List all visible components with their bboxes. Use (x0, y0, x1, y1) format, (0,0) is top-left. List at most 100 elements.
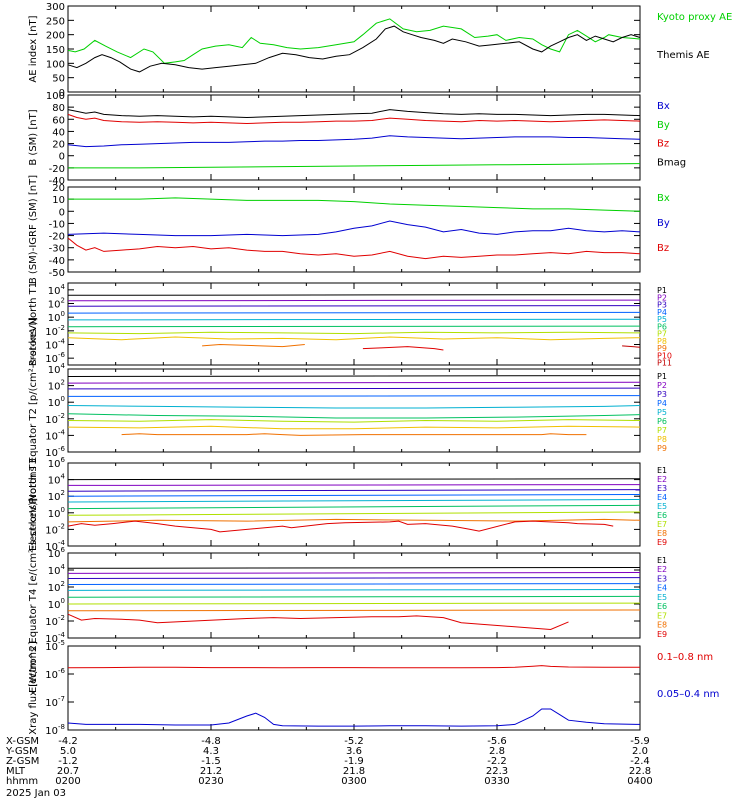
y-tick-label: 10-2 (45, 614, 65, 628)
legend-entry-p10: P10 (657, 351, 672, 360)
series-line-p9 (121, 433, 587, 436)
series-line-0-1-0-8-nm (67, 665, 640, 669)
series-line-e2 (67, 484, 641, 486)
ephemeris-value: 2.0 (632, 746, 648, 757)
ephemeris-value: 2.8 (489, 746, 505, 757)
y-axis-label: B (SM)-IGRF (SM) [nT] (28, 175, 39, 284)
legend-entry-p6: P6 (657, 322, 667, 331)
legend-entry-p4: P4 (657, 308, 667, 317)
legend-entry-e5: E5 (657, 502, 667, 511)
series-line-bx (67, 135, 641, 148)
series-line-e9 (67, 520, 614, 533)
series-line-e3 (67, 489, 641, 492)
y-axis-label: Electrons North T3 (28, 458, 39, 551)
legend-entry-by: By (657, 218, 670, 229)
legend-entry-e3: E3 (657, 574, 667, 583)
series-line-e9 (67, 613, 569, 631)
y-tick-label: 102 (48, 580, 65, 594)
series-line-e4 (67, 583, 641, 585)
legend-entry-e5: E5 (657, 593, 667, 602)
y-tick-label: -30 (49, 244, 65, 255)
legend-entry-e7: E7 (657, 611, 667, 620)
y-tick-label: 10-4 (45, 428, 65, 442)
series-line-p2 (67, 299, 641, 302)
y-tick-label: 100 (48, 597, 65, 611)
legend-entry-e9: E9 (657, 630, 667, 639)
ephemeris-value: 4.3 (203, 746, 219, 757)
ephemeris-value: -2.2 (487, 756, 507, 767)
y-tick-label: 300 (46, 2, 65, 13)
legend-entry-kyoto-proxy-ae: Kyoto proxy AE (657, 12, 732, 23)
series-line-e4 (67, 494, 641, 497)
series-line-p5 (67, 405, 641, 409)
ephemeris-row-label: MLT (6, 766, 26, 777)
y-axis-label: Xray flux [W/m^2] (28, 641, 39, 735)
ephemeris-row-label: Z-GSM (6, 756, 39, 767)
y-tick-label: 104 (48, 283, 66, 297)
legend-entry-e1: E1 (657, 466, 667, 475)
series-line-e6 (67, 595, 641, 598)
legend-entry-p2: P2 (657, 293, 667, 302)
y-tick-label: 10-2 (45, 522, 65, 536)
legend-entry-e6: E6 (657, 602, 667, 611)
series-line-p1 (67, 294, 641, 296)
y-tick-label: 20 (52, 183, 65, 194)
y-tick-label: 104 (48, 362, 66, 376)
ephemeris-value: 20.7 (57, 766, 79, 777)
series-line-bx (68, 197, 641, 212)
legend-entry-bz: Bz (657, 243, 669, 254)
legend-entry-bz: Bz (657, 139, 669, 150)
ephemeris-value: 22.3 (486, 766, 508, 777)
series-line-e7 (67, 511, 641, 516)
y-tick-label: 100 (46, 59, 65, 70)
legend-entry-e8: E8 (657, 529, 667, 538)
y-tick-label: 10-6 (45, 667, 65, 681)
series-line-bz (67, 113, 641, 125)
legend-entry-e2: E2 (657, 475, 667, 484)
legend-entry-bx: Bx (657, 101, 670, 112)
ephemeris-value: 0330 (484, 776, 509, 787)
legend-entry-p7: P7 (657, 330, 667, 339)
panel-frame (67, 462, 641, 547)
y-tick-label: 102 (48, 379, 65, 393)
y-tick-label: 10-2 (45, 412, 65, 426)
panel-frame (67, 5, 641, 93)
y-tick-label: 100 (48, 506, 65, 520)
y-tick-label: 100 (48, 310, 65, 324)
y-tick-label: 102 (48, 297, 65, 311)
y-tick-label: 10 (52, 195, 65, 206)
y-tick-label: 80 (52, 103, 65, 114)
ephemeris-table: X-GSM -4.2 -4.8 -5.2 -5.6 -5.9 Y-GSM 5.0 4.3 3.6 2… (5, 736, 653, 787)
series-line-e1 (67, 567, 641, 569)
legend-entry-e7: E7 (657, 520, 667, 529)
series-line-themis-ae (67, 25, 641, 73)
ephemeris-value: -1.2 (58, 756, 78, 767)
series-line-p3 (67, 305, 641, 307)
ephemeris-value: 0200 (55, 776, 80, 787)
series-line-p5 (67, 318, 641, 321)
series-line-kyoto-proxy-ae (67, 18, 641, 64)
y-tick-label: 10-4 (45, 338, 65, 352)
ephemeris-value: -5.2 (344, 736, 364, 747)
y-tick-label: -40 (49, 256, 65, 267)
ephemeris-value: -4.2 (58, 736, 78, 747)
legend-entry-p1: P1 (657, 286, 667, 295)
series-line-e8 (67, 609, 641, 612)
y-axis-label: Protons North T1 (28, 282, 39, 366)
series-line-e6 (67, 504, 641, 510)
series-line-p8 (67, 425, 641, 430)
legend-entry-p3: P3 (657, 390, 667, 399)
y-axis-label: B (SM) [nT] (28, 109, 39, 165)
ephemeris-value: -1.9 (344, 756, 364, 767)
series-line-e8 (67, 518, 641, 523)
ephemeris-value: 22.8 (629, 766, 651, 777)
panel-frame (67, 368, 641, 453)
ephemeris-value: -5.9 (630, 736, 650, 747)
